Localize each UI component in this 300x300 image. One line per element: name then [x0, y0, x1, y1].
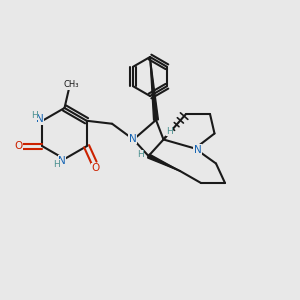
Text: N: N — [35, 114, 43, 124]
Polygon shape — [148, 154, 180, 171]
Text: O: O — [14, 141, 22, 151]
Text: CH₃: CH₃ — [64, 80, 79, 89]
Text: H: H — [31, 111, 38, 120]
Text: H: H — [53, 160, 59, 169]
Text: N: N — [129, 134, 136, 144]
Text: O: O — [92, 163, 100, 173]
Polygon shape — [150, 57, 158, 120]
Text: N: N — [194, 145, 201, 155]
Text: H: H — [166, 127, 173, 136]
Text: H: H — [137, 150, 143, 159]
Text: N: N — [58, 155, 66, 166]
